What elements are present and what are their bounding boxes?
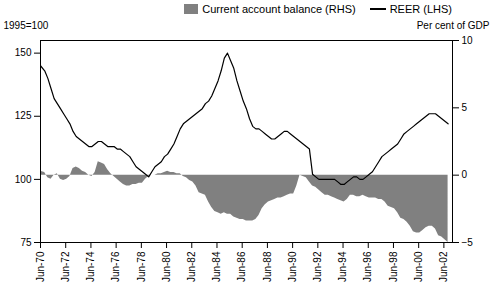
svg-text:1995=100: 1995=100	[4, 20, 49, 31]
svg-text:Jun-80: Jun-80	[161, 251, 172, 282]
svg-text:Jun-92: Jun-92	[312, 251, 323, 282]
svg-text:−5: −5	[462, 237, 474, 248]
svg-text:Jun-96: Jun-96	[362, 251, 373, 282]
svg-text:Jun-00: Jun-00	[413, 251, 424, 282]
svg-text:Jun-84: Jun-84	[211, 251, 222, 282]
svg-text:Jun-72: Jun-72	[60, 251, 71, 282]
svg-text:75: 75	[20, 237, 32, 248]
svg-text:Jun-98: Jun-98	[388, 251, 399, 282]
svg-text:Per cent of GDP: Per cent of GDP	[417, 20, 490, 31]
html-text:Current account balance (RHS): Current account balance (RHS)	[202, 3, 356, 15]
svg-text:Jun-02: Jun-02	[438, 251, 449, 282]
svg-text:Jun-90: Jun-90	[287, 251, 298, 282]
svg-text:Jun-94: Jun-94	[337, 251, 348, 282]
svg-text:Jun-74: Jun-74	[85, 251, 96, 282]
svg-text:Jun-88: Jun-88	[262, 251, 273, 282]
svg-text:Jun-86: Jun-86	[236, 251, 247, 282]
html-text:REER (LHS): REER (LHS)	[389, 3, 452, 15]
svg-text:Jun-82: Jun-82	[186, 251, 197, 282]
svg-text:10: 10	[462, 35, 474, 46]
svg-text:100: 100	[15, 174, 32, 185]
svg-text:150: 150	[15, 47, 32, 58]
svg-text:Jun-78: Jun-78	[136, 251, 147, 282]
svg-text:125: 125	[15, 110, 32, 121]
svg-text:5: 5	[462, 102, 468, 113]
svg-text:0: 0	[462, 169, 468, 180]
svg-text:Jun-76: Jun-76	[110, 251, 121, 282]
svg-text:Jun-70: Jun-70	[35, 251, 46, 282]
